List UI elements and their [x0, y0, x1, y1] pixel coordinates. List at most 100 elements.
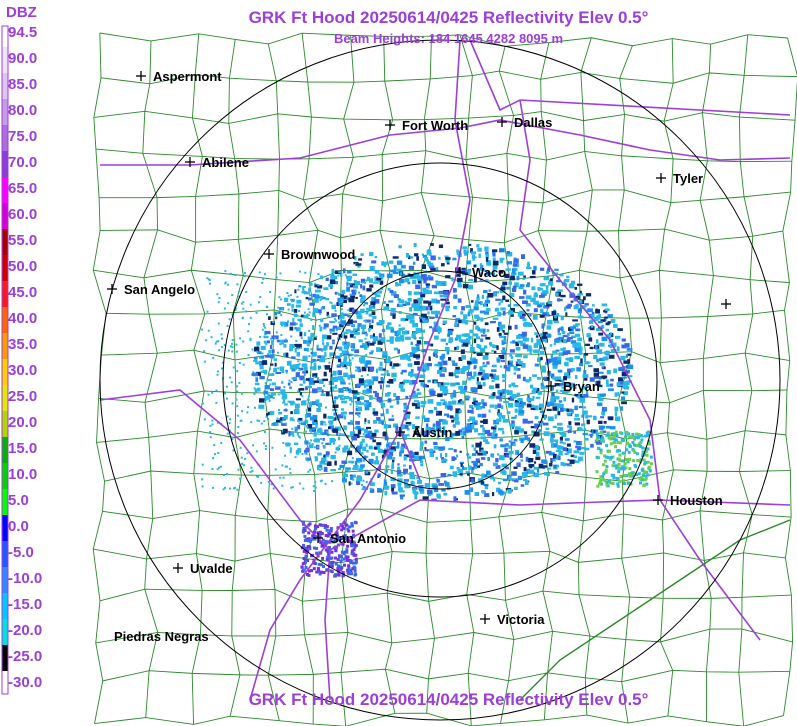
echo-cell [347, 309, 350, 312]
echo-cell [534, 416, 539, 420]
county-line [263, 43, 280, 721]
legend-swatch [2, 515, 8, 541]
echo-cell [340, 524, 344, 528]
echo-cell [523, 289, 527, 295]
echo-cell [340, 411, 343, 414]
echo-cell [374, 445, 381, 450]
echo-cell [380, 275, 384, 280]
echo-cell [234, 273, 237, 276]
echo-cell [403, 436, 407, 440]
echo-cell [368, 430, 372, 435]
echo-cell [625, 474, 629, 478]
echo-cell [229, 345, 232, 348]
echo-cell [552, 376, 556, 380]
echo-cell [399, 495, 404, 500]
echo-cell [328, 560, 332, 564]
echo-cell [456, 250, 462, 256]
echo-cell [530, 297, 536, 303]
echo-cell [519, 428, 522, 431]
echo-cell [500, 286, 506, 291]
echo-cell [251, 348, 254, 351]
echo-cell [271, 423, 276, 426]
echo-cell [501, 457, 505, 461]
echo-cell [528, 469, 535, 474]
echo-cell [205, 339, 208, 342]
echo-cell [479, 264, 484, 269]
echo-cell [585, 415, 589, 419]
echo-cell [344, 523, 348, 527]
echo-cell [596, 402, 603, 407]
echo-cell [612, 460, 616, 464]
echo-cell [378, 448, 383, 452]
echo-cell [316, 285, 323, 289]
echo-cell [315, 399, 320, 405]
echo-cell [621, 467, 625, 471]
echo-cell [551, 357, 558, 362]
echo-cell [330, 301, 333, 304]
echo-cell [373, 390, 377, 394]
echo-cell [640, 438, 644, 442]
county-line [93, 548, 786, 564]
echo-cell [290, 411, 293, 415]
echo-cell [484, 322, 489, 326]
echo-cell [495, 465, 501, 469]
echo-cell [509, 457, 512, 460]
echo-cell [408, 395, 412, 398]
echo-cell [338, 317, 341, 320]
echo-cell [493, 462, 499, 467]
echo-cell [329, 425, 334, 430]
echo-cell [566, 350, 571, 354]
city-marker: Victoria [480, 612, 545, 627]
echo-cell [222, 474, 225, 477]
echo-cell [425, 426, 431, 431]
echo-cell [340, 565, 344, 569]
echo-cell [291, 486, 294, 489]
echo-cell [321, 442, 324, 445]
echo-cell [480, 481, 485, 485]
echo-cell [399, 452, 402, 457]
echo-cell [339, 272, 343, 277]
echo-cell [370, 301, 376, 306]
echo-cell [326, 534, 330, 538]
echo-cell [221, 337, 224, 340]
echo-cell [360, 324, 367, 329]
echo-cell [341, 527, 345, 531]
echo-cell [347, 450, 353, 456]
echo-cell [236, 283, 239, 286]
echo-cell [473, 447, 477, 451]
echo-cell [558, 403, 564, 409]
echo-cell [382, 351, 388, 356]
echo-cell [562, 462, 567, 467]
echo-cell [211, 423, 214, 426]
echo-cell [322, 334, 327, 340]
highway [469, 39, 791, 116]
echo-cell [383, 263, 386, 268]
echo-cell [479, 347, 486, 353]
echo-cell [473, 277, 477, 283]
echo-cell [334, 416, 340, 421]
echo-cell [608, 416, 614, 421]
echo-cell [508, 281, 513, 285]
echo-cell [569, 382, 576, 387]
legend-swatch [2, 281, 8, 307]
echo-cell [471, 469, 474, 474]
echo-cell [351, 529, 355, 533]
echo-cell [389, 339, 394, 344]
echo-cell [564, 372, 569, 377]
echo-cell [256, 419, 259, 422]
echo-cell [364, 384, 369, 387]
echo-cell [576, 446, 582, 451]
echo-cell [360, 278, 366, 284]
echo-cell [614, 445, 618, 449]
echo-cell [302, 568, 306, 572]
echo-cell [384, 487, 389, 490]
echo-cell [590, 325, 594, 328]
echo-cell [365, 319, 371, 323]
echo-cell [540, 385, 544, 390]
echo-cell [520, 336, 526, 339]
echo-cell [350, 544, 354, 548]
echo-cell [354, 561, 358, 565]
echo-cell [332, 305, 336, 309]
echo-cell [564, 382, 570, 387]
echo-cell [256, 341, 261, 346]
